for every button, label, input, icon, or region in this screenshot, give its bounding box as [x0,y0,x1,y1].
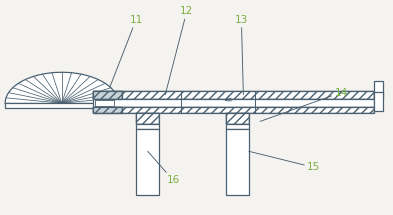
Bar [226,124,249,129]
Bar [374,81,383,98]
Bar [5,103,118,108]
Bar [93,91,122,99]
Bar [226,113,249,124]
Bar [226,129,249,195]
Text: 11: 11 [110,15,143,87]
Bar [93,107,374,113]
Bar [136,124,159,129]
Bar [93,107,122,113]
Bar [93,91,122,99]
Bar [136,113,159,124]
Text: 15: 15 [249,151,320,172]
Bar [374,92,383,111]
Text: 13: 13 [235,15,248,95]
Text: 12: 12 [165,6,193,95]
Bar [93,107,122,113]
Text: 14: 14 [260,88,347,121]
Bar [136,113,159,124]
Bar [93,91,374,99]
Bar [226,113,249,124]
Bar [93,107,374,113]
Polygon shape [5,72,118,103]
Text: 16: 16 [148,151,180,185]
Bar [93,99,374,107]
Bar [93,91,374,99]
Bar [95,100,114,106]
Bar [136,129,159,195]
